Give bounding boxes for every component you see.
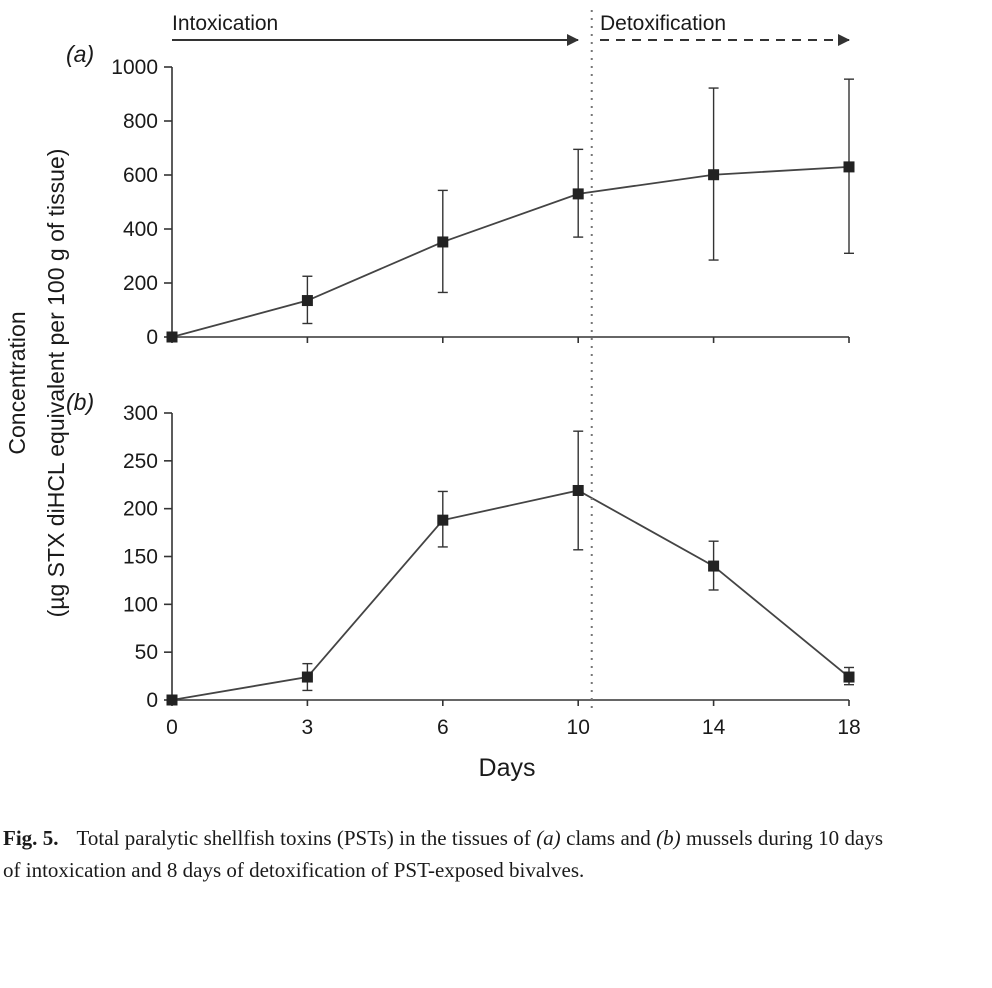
panel-a-ytick-label: 1000: [111, 56, 158, 79]
panel-a-data-point: [437, 236, 449, 248]
panel-a-ytick-label: 0: [146, 326, 158, 349]
panel-b-data-point: [301, 671, 313, 683]
panel-b-data-point: [708, 560, 720, 572]
panel-b-xtick-label: 6: [437, 716, 449, 739]
panel-b-data-point: [166, 694, 178, 706]
caption-text-3: mussels during 10 days of intoxication a…: [3, 826, 884, 882]
panel-a-data-point: [166, 331, 178, 343]
panel-b-ytick-label: 150: [123, 546, 158, 569]
panel-a-label: (a): [66, 41, 94, 67]
panel-a-data-point: [708, 169, 720, 181]
panel-b-xtick-label: 10: [567, 716, 590, 739]
panel-b-ytick-label: 0: [146, 689, 158, 712]
caption-text-1: Total paralytic shellfish toxins (PSTs) …: [76, 826, 531, 850]
panel-a-data-point: [843, 161, 855, 173]
panel-b-xtick-label: 0: [166, 716, 178, 739]
x-axis-label: Days: [479, 754, 536, 782]
panel-b-label: (b): [66, 389, 94, 415]
figure: Intoxication Detoxification Concentratio…: [4, 10, 861, 782]
panel-a-series-line: [171, 166, 850, 338]
caption-b: (b): [656, 826, 681, 850]
panels: 0 200 400 600 800 1000 0 50 100 150 200 250 300 0 3 6 10…: [111, 10, 861, 739]
panel-b-ytick-label: 200: [123, 498, 158, 521]
panel-b-data-point: [437, 514, 449, 526]
panel-b-ytick-label: 100: [123, 593, 158, 616]
panel-b-xtick-label: 3: [302, 716, 314, 739]
y-axis-label-line2: (µg STX diHCL equivalent per 100 g of ti…: [43, 149, 69, 618]
panel-b-xtick-label: 18: [837, 716, 860, 739]
panel-b-series-line: [171, 489, 850, 701]
panel-b-data-point: [843, 671, 855, 683]
y-axis-label-line1: Concentration: [4, 311, 30, 454]
panel-b-xtick-label: 14: [702, 716, 726, 739]
panel-b-ytick-label: 250: [123, 450, 158, 473]
caption-label: Fig. 5.: [3, 826, 59, 850]
panel-a-data-point: [301, 295, 313, 307]
caption-text-2: clams and: [566, 826, 651, 850]
chart-canvas: Intoxication Detoxification Concentratio…: [4, 10, 861, 782]
figure-caption: Fig. 5. Total paralytic shellfish toxins …: [3, 822, 883, 886]
panel-a-ytick-label: 400: [123, 218, 158, 241]
panel-b-ytick-label: 300: [123, 402, 158, 425]
phase-detoxification-label: Detoxification: [600, 12, 726, 35]
panel-b-ytick-label: 50: [135, 641, 158, 664]
panel-a-ytick-label: 800: [123, 110, 158, 133]
panel-a-data-point: [572, 188, 584, 200]
panel-a-ytick-label: 600: [123, 164, 158, 187]
phase-intoxication-label: Intoxication: [172, 12, 278, 35]
panel-a-ytick-label: 200: [123, 272, 158, 295]
panel-b-data-point: [572, 484, 584, 496]
caption-a: (a): [536, 826, 561, 850]
